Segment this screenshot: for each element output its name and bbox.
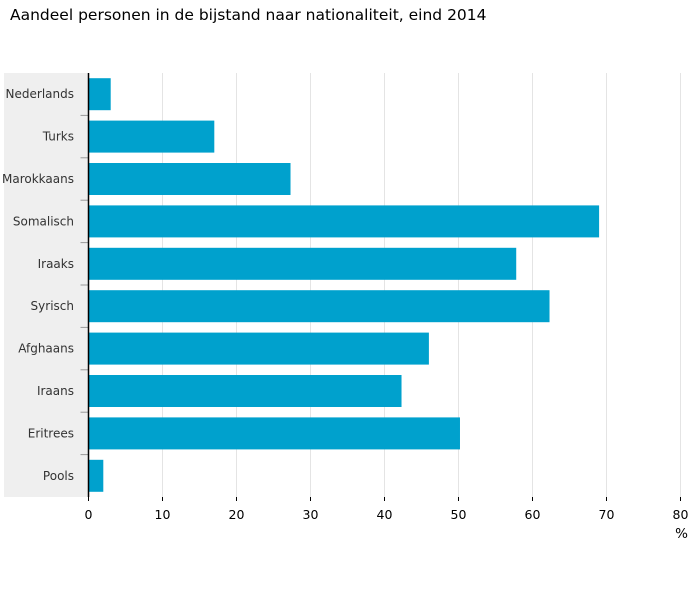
category-label-syrisch: Syrisch	[31, 299, 74, 313]
x-tick-label-20: 20	[229, 507, 245, 522]
x-tick-label-60: 60	[525, 507, 541, 522]
bar-eritrees[interactable]	[88, 417, 460, 450]
x-axis-unit-label: %	[675, 526, 688, 542]
bar-turks[interactable]	[88, 120, 215, 153]
x-tick-label-30: 30	[303, 507, 319, 522]
bar-marokkaans[interactable]	[88, 163, 291, 195]
category-label-pools: Pools	[43, 469, 74, 483]
bar-syrisch[interactable]	[88, 290, 550, 323]
bar-pools[interactable]	[88, 459, 104, 492]
x-tick-label-70: 70	[599, 507, 615, 522]
category-label-turks: Turks	[42, 130, 74, 144]
bars	[88, 78, 600, 492]
x-tick-label-80: 80	[673, 507, 689, 522]
chart-title: Aandeel personen in de bijstand naar nat…	[10, 6, 487, 24]
bar-iraans[interactable]	[88, 375, 402, 407]
bar-somalisch[interactable]	[88, 205, 600, 238]
category-label-eritrees: Eritrees	[28, 426, 74, 440]
category-labels: Nederlands Turks Marokkaans Somalisch Iraaks…	[2, 87, 89, 483]
category-label-iraans: Iraans	[37, 384, 74, 398]
x-axis-ticks: 0 10 20 30 40 50 60 70 80	[85, 497, 689, 522]
x-tick-label-0: 0	[85, 507, 93, 522]
x-tick-label-40: 40	[377, 507, 393, 522]
category-label-marokkaans: Marokkaans	[2, 172, 74, 186]
bar-nederlands[interactable]	[88, 78, 111, 111]
x-tick-label-50: 50	[451, 507, 467, 522]
category-label-iraaks: Iraaks	[38, 257, 74, 271]
category-label-somalisch: Somalisch	[13, 214, 74, 228]
bar-afghaans[interactable]	[88, 332, 429, 365]
bar-iraaks[interactable]	[88, 247, 517, 280]
category-label-afghaans: Afghaans	[18, 342, 74, 356]
x-tick-label-10: 10	[155, 507, 171, 522]
category-label-nederlands: Nederlands	[6, 87, 74, 101]
category-band	[4, 73, 88, 497]
